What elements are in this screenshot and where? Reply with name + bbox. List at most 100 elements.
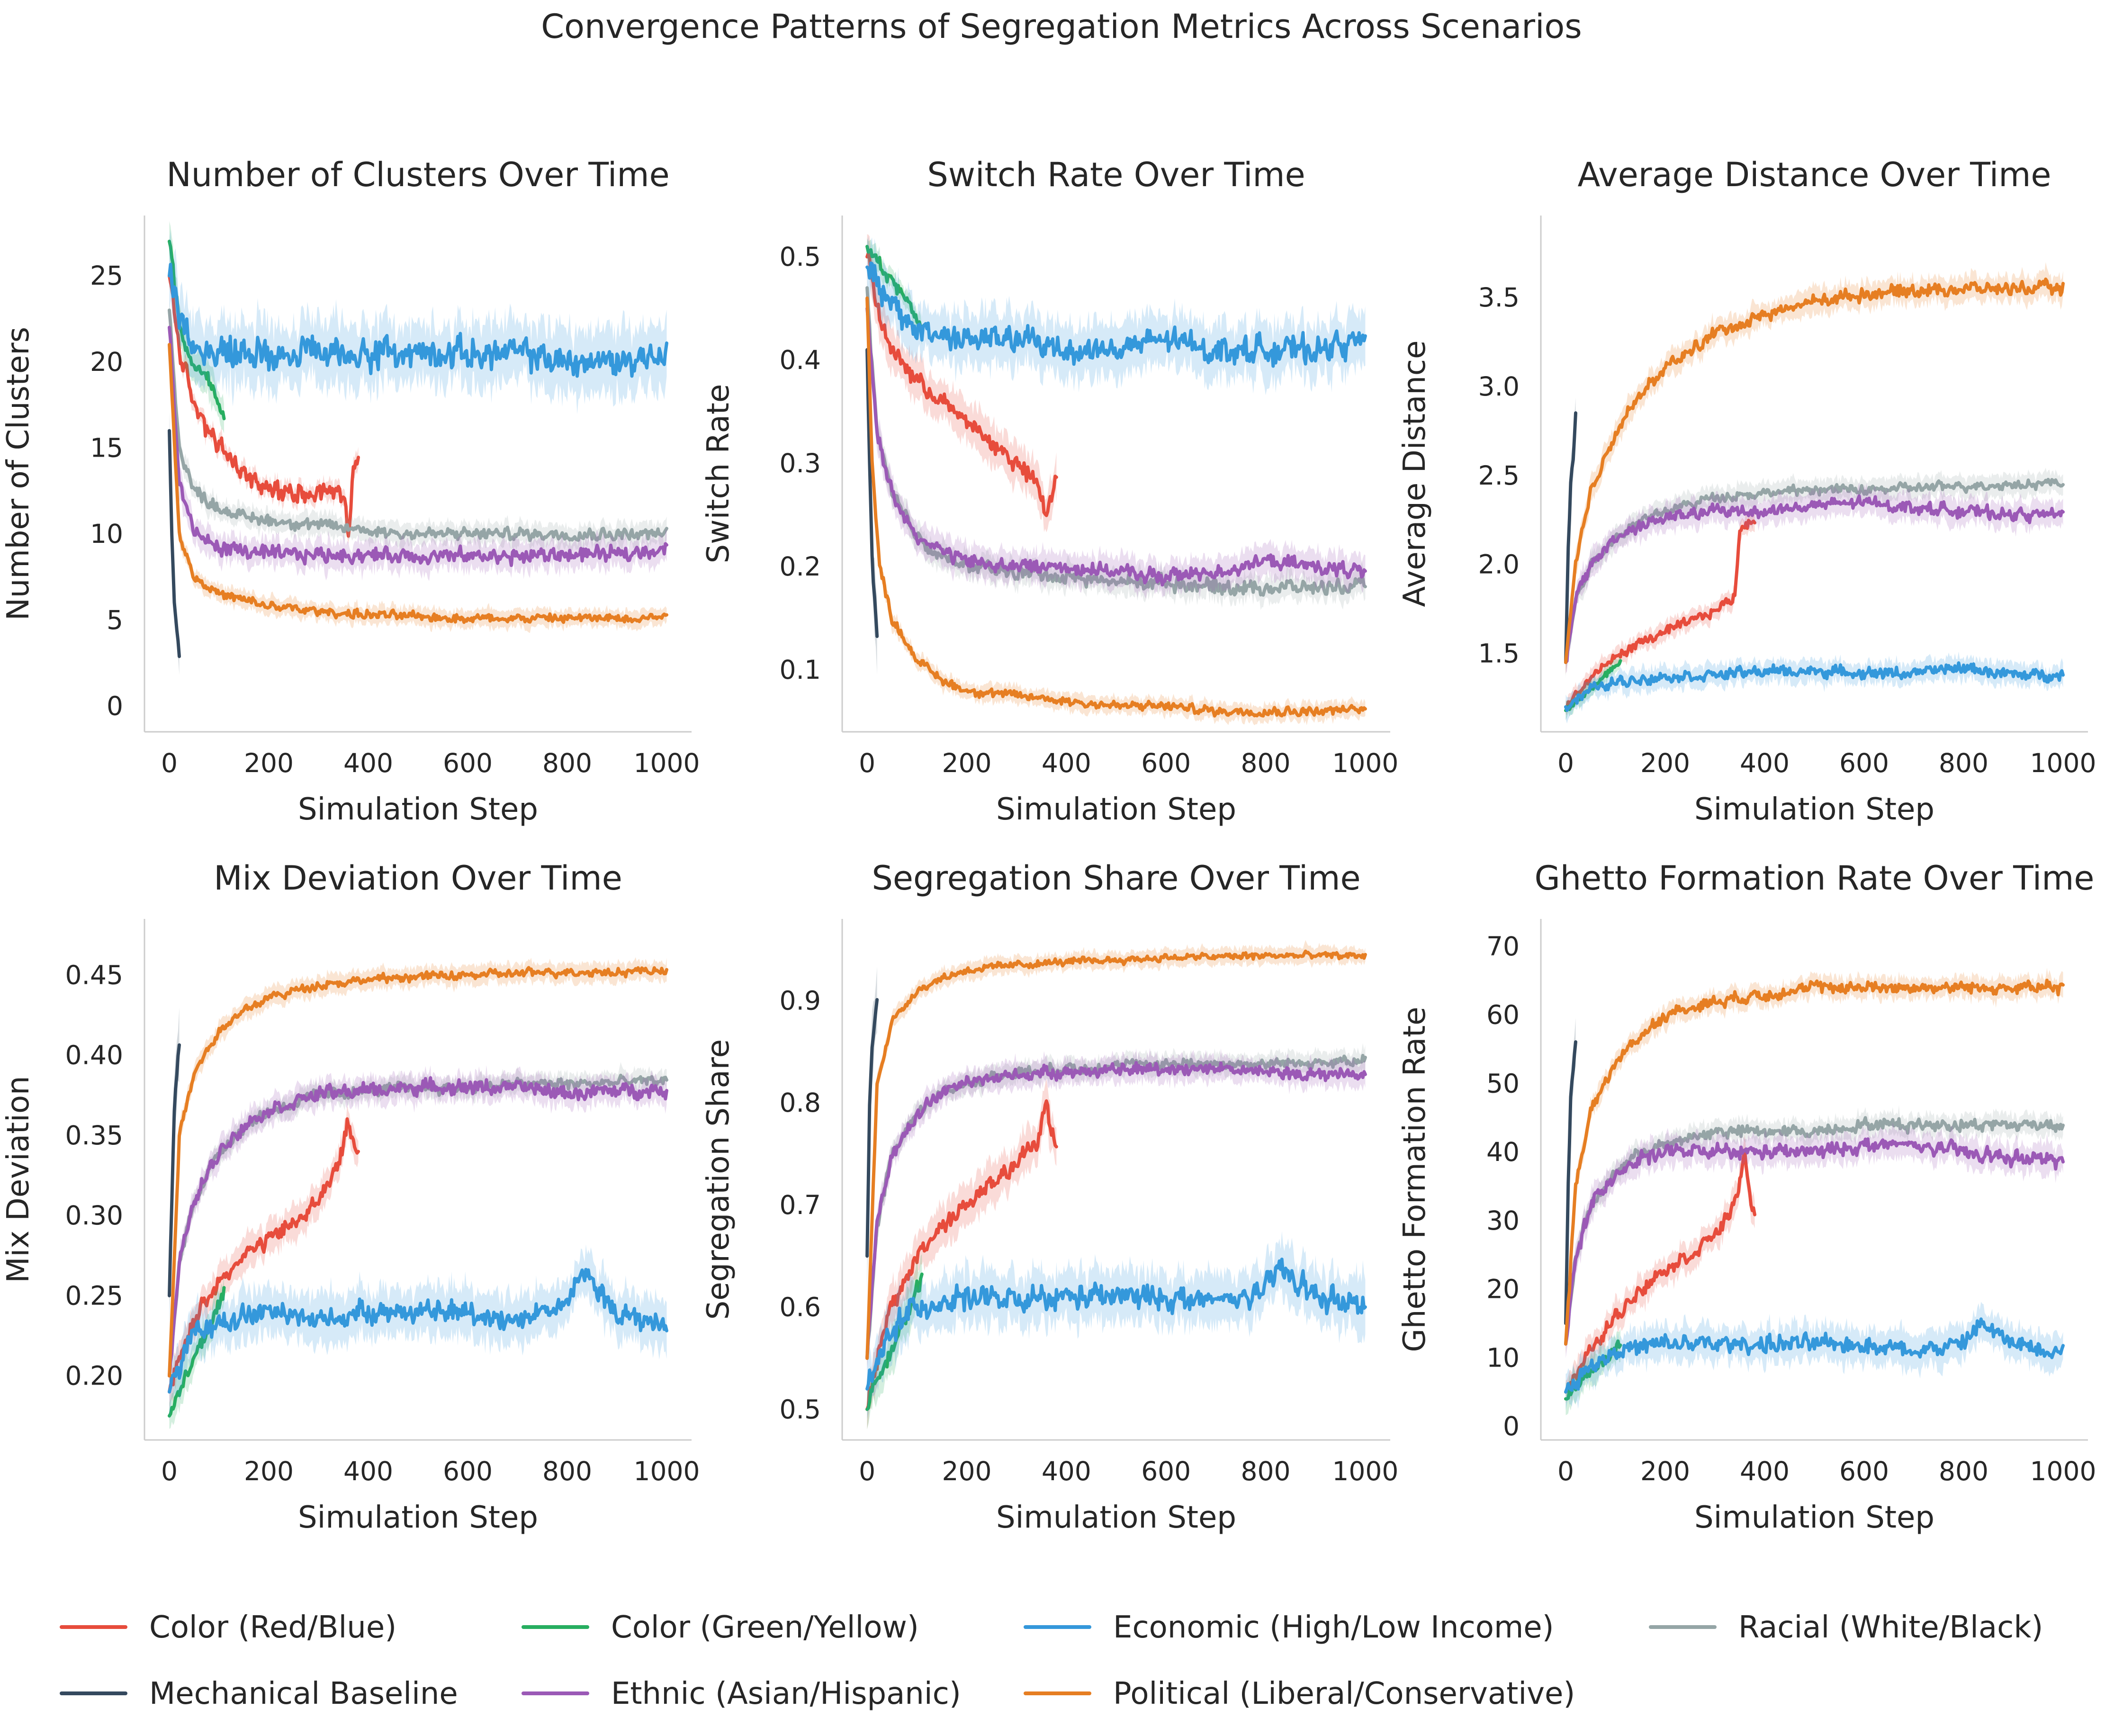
line-color-green-yellow [168, 1286, 226, 1418]
legend-label: Economic (High/Low Income) [1113, 1610, 1554, 1645]
line-color-red-blue [865, 1099, 1058, 1411]
band-racial-white-black [169, 299, 667, 552]
x-axis-label: Simulation Step [298, 1500, 538, 1535]
y-tick-label: 20 [1486, 1274, 1520, 1304]
y-tick-label: 0.35 [65, 1120, 123, 1151]
x-tick-label: 0 [1557, 748, 1574, 778]
x-tick-label: 600 [443, 748, 493, 778]
x-tick-label: 800 [1939, 748, 1988, 778]
y-tick-label: 0.30 [65, 1200, 123, 1231]
subplot-segregation-share-over-time: Segregation Share Over Time 0 200 400 600 800… [701, 859, 1398, 1535]
x-tick-label: 200 [1640, 748, 1690, 778]
subplot-mix-deviation-over-time: Mix Deviation Over Time 0 200 400 600 800 1000… [1, 859, 700, 1535]
line-mechanical-baseline [865, 348, 879, 638]
x-tick-label: 200 [244, 1456, 294, 1486]
series-group [865, 940, 1367, 1430]
y-axis-label: Segregation Share [701, 1039, 736, 1320]
band-ethnic-asian-hispanic [867, 1048, 1366, 1372]
x-tick-label: 600 [1839, 748, 1889, 778]
x-tick-label: 800 [1241, 1456, 1291, 1486]
band-color-red-blue [169, 264, 359, 544]
x-tick-label: 1000 [634, 1456, 700, 1486]
legend-item-political-liberal-conservative: Political (Liberal/Conservative) [1024, 1676, 1575, 1711]
y-tick-label: 30 [1486, 1205, 1520, 1236]
subplot-title: Average Distance Over Time [1578, 155, 2051, 194]
legend-label: Color (Red/Blue) [149, 1610, 396, 1645]
legend-label: Ethnic (Asian/Hispanic) [611, 1676, 961, 1711]
band-economic-high-low-income [169, 1244, 667, 1421]
y-tick-label: 5 [107, 605, 123, 635]
legend-item-color-green-yellow: Color (Green/Yellow) [522, 1610, 919, 1645]
x-tick-label: 1000 [1332, 1456, 1398, 1486]
subplot-switch-rate-over-time: Switch Rate Over Time 0 200 400 600 800 1000 0.… [701, 155, 1398, 827]
line-political-liberal-conservative [865, 949, 1367, 1360]
legend: Color (Red/Blue) Color (Green/Yellow) Econ… [60, 1610, 2043, 1711]
x-tick-label: 800 [1939, 1456, 1988, 1486]
band-racial-white-black [1565, 1105, 2063, 1354]
legend-label: Racial (White/Black) [1738, 1610, 2043, 1645]
y-axis-label: Number of Clusters [1, 327, 36, 621]
line-economic-high-low-income [1564, 1317, 2065, 1394]
x-tick-label: 1000 [2030, 1456, 2096, 1486]
line-ethnic-asian-hispanic [1564, 494, 2065, 664]
line-economic-high-low-income [168, 262, 668, 378]
y-axis-label: Mix Deviation [1, 1076, 36, 1283]
subplot-title: Ghetto Formation Rate Over Time [1535, 859, 2095, 898]
y-axis-label: Ghetto Formation Rate [1397, 1007, 1432, 1352]
x-tick-label: 0 [1557, 1456, 1574, 1486]
y-tick-label: 0.9 [780, 986, 821, 1016]
y-tick-label: 20 [90, 347, 123, 377]
x-tick-label: 0 [859, 748, 875, 778]
legend-label: Political (Liberal/Conservative) [1113, 1676, 1575, 1711]
y-tick-label: 0.4 [780, 345, 821, 375]
x-tick-label: 800 [1241, 748, 1291, 778]
line-racial-white-black [865, 1053, 1367, 1360]
legend-label: Mechanical Baseline [149, 1676, 458, 1711]
line-ethnic-asian-hispanic [865, 1061, 1367, 1360]
line-mechanical-baseline [865, 998, 879, 1258]
line-color-red-blue [1564, 519, 1756, 711]
legend-item-economic-high-low-income: Economic (High/Low Income) [1024, 1610, 1554, 1645]
band-ethnic-asian-hispanic [1565, 1122, 2063, 1358]
x-tick-label: 600 [443, 1456, 493, 1486]
subplot-title: Mix Deviation Over Time [214, 859, 622, 898]
x-tick-label: 400 [1042, 1456, 1091, 1486]
y-tick-label: 0.40 [65, 1040, 123, 1070]
band-economic-high-low-income [1565, 651, 2063, 724]
series-group [1564, 262, 2065, 724]
band-color-red-blue [867, 1079, 1057, 1430]
y-axis-label: Switch Rate [701, 384, 736, 564]
y-tick-label: 0 [1503, 1411, 1520, 1441]
legend-item-color-red-blue: Color (Red/Blue) [60, 1610, 396, 1645]
y-tick-label: 0.2 [780, 551, 821, 582]
y-tick-label: 60 [1486, 1000, 1520, 1030]
y-tick-label: 40 [1486, 1137, 1520, 1167]
line-racial-white-black [865, 286, 1367, 597]
line-political-liberal-conservative [865, 296, 1367, 718]
series-group [168, 957, 668, 1429]
y-tick-label: 0.45 [65, 960, 123, 990]
band-economic-high-low-income [1565, 1302, 2063, 1410]
y-tick-label: 0.1 [780, 655, 821, 685]
y-tick-label: 0 [107, 691, 123, 721]
line-political-liberal-conservative [168, 343, 668, 624]
line-political-liberal-conservative [1564, 277, 2065, 664]
line-economic-high-low-income [865, 1258, 1367, 1391]
figure-suptitle: Convergence Patterns of Segregation Metr… [541, 7, 1582, 46]
x-tick-label: 200 [244, 748, 294, 778]
x-tick-label: 400 [1042, 748, 1091, 778]
band-economic-high-low-income [867, 236, 1366, 396]
x-axis-label: Simulation Step [1694, 1500, 1934, 1535]
line-political-liberal-conservative [168, 966, 668, 1378]
y-tick-label: 3.0 [1478, 371, 1520, 402]
line-ethnic-asian-hispanic [168, 325, 668, 567]
line-political-liberal-conservative [1564, 979, 2065, 1346]
y-tick-label: 1.5 [1478, 639, 1520, 669]
y-tick-label: 3.5 [1478, 282, 1520, 313]
x-tick-label: 0 [161, 1456, 178, 1486]
series-group [865, 234, 1367, 726]
band-color-red-blue [1565, 1134, 1755, 1403]
y-tick-label: 10 [90, 519, 123, 549]
